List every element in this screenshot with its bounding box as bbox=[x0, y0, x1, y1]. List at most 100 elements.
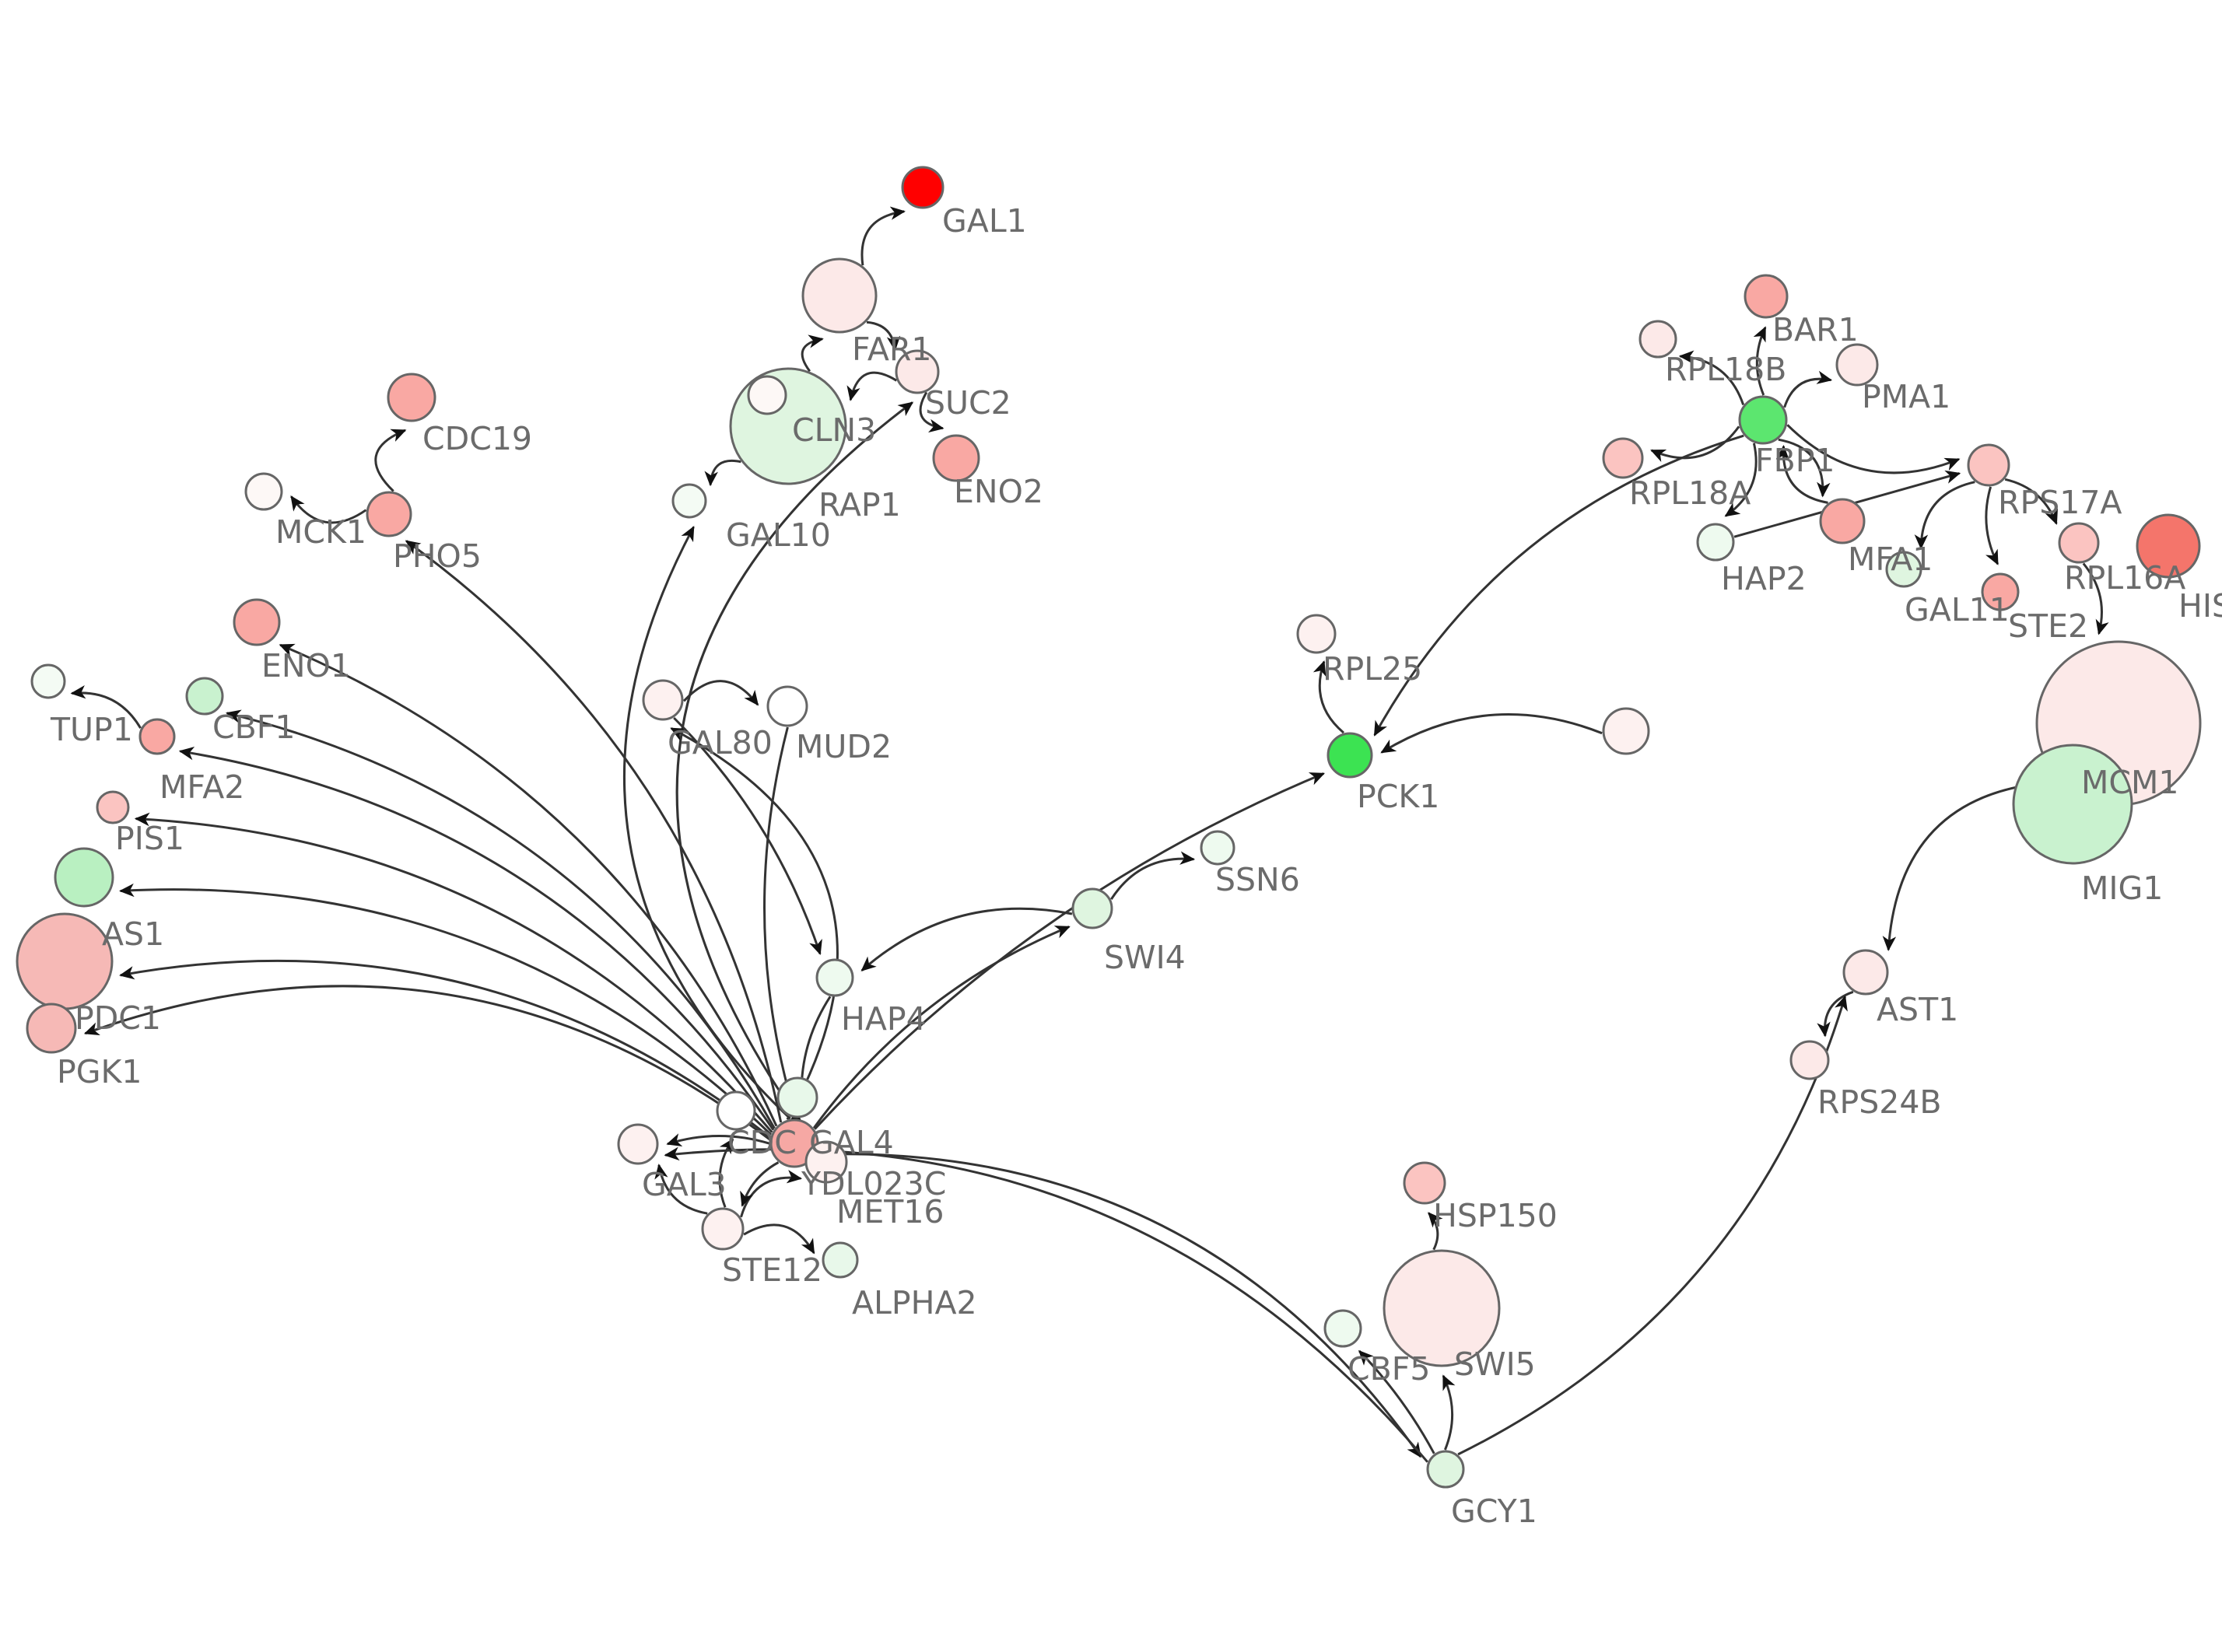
node-gal3[interactable] bbox=[617, 1123, 659, 1165]
node-rap1[interactable] bbox=[747, 375, 787, 415]
edge-cln3-to-gal10[interactable] bbox=[704, 460, 741, 487]
edge-cln3-to-far1[interactable] bbox=[801, 334, 824, 373]
edge-gal4-to-cbf1[interactable] bbox=[226, 709, 776, 1129]
edge-mid1-to-pck1[interactable] bbox=[1380, 713, 1603, 754]
edge-mfa2-to-tup1[interactable] bbox=[70, 685, 142, 729]
edge-far1-to-suc2[interactable] bbox=[866, 320, 901, 352]
edge-rps17a-to-rpl16a[interactable] bbox=[2004, 478, 2058, 525]
edge-fbp1-to-pck1[interactable] bbox=[1373, 434, 1744, 737]
node-pma1[interactable] bbox=[1835, 343, 1879, 387]
node-gal80[interactable] bbox=[642, 679, 684, 721]
edge-gal4-to-mfa2[interactable] bbox=[178, 747, 775, 1131]
node-gal11[interactable] bbox=[1885, 551, 1922, 588]
edge-gal4-to-pdc1[interactable] bbox=[119, 959, 771, 1139]
node-swi5[interactable] bbox=[1383, 1249, 1501, 1367]
edge-gal4-to-pho5[interactable] bbox=[405, 540, 783, 1123]
edge-fbp1-to-rpl18a[interactable] bbox=[1650, 425, 1740, 462]
edge-gal4-to-ste12[interactable] bbox=[740, 1161, 780, 1207]
node-rpl18b[interactable] bbox=[1638, 320, 1677, 359]
edge-ste12-to-alpha2[interactable] bbox=[743, 1223, 815, 1255]
node-pgk1[interactable] bbox=[26, 1003, 77, 1054]
edge-fbp1-to-rpl18b[interactable] bbox=[1678, 350, 1745, 405]
node-mig1[interactable] bbox=[2012, 744, 2133, 865]
edge-gal4-to-gal10[interactable] bbox=[622, 526, 791, 1120]
node-eno1[interactable] bbox=[233, 598, 281, 646]
node-cbf5[interactable] bbox=[1323, 1309, 1362, 1348]
edge-mfa1-to-fbp1[interactable] bbox=[1775, 445, 1828, 504]
node-hap2[interactable] bbox=[1696, 523, 1735, 562]
node-mck1[interactable] bbox=[244, 472, 283, 511]
edge-fbp1-to-hap2[interactable] bbox=[1724, 443, 1758, 517]
node-pdc1[interactable] bbox=[16, 912, 114, 1010]
edge-gcy1-to-cbf5[interactable] bbox=[1358, 1349, 1435, 1454]
node-suc2[interactable] bbox=[895, 349, 940, 394]
edge-ste12-to-ydl023c[interactable] bbox=[740, 1170, 803, 1218]
node-mfa1[interactable] bbox=[1819, 498, 1866, 544]
node-hap4[interactable] bbox=[815, 958, 854, 997]
node-topn[interactable] bbox=[776, 1076, 818, 1118]
edge-suc2-to-cln3[interactable] bbox=[846, 371, 898, 401]
edge-gal4-to-pgk1[interactable] bbox=[83, 985, 771, 1141]
node-rpl16a[interactable] bbox=[2058, 522, 2100, 564]
edge-gal4-to-as1[interactable] bbox=[119, 883, 773, 1136]
edge-fbp1-to-pma1[interactable] bbox=[1783, 370, 1833, 408]
node-alpha2[interactable] bbox=[822, 1241, 859, 1279]
node-ssn6[interactable] bbox=[1200, 830, 1235, 866]
node-pis1[interactable] bbox=[96, 790, 130, 824]
node-cdc19[interactable] bbox=[387, 373, 436, 422]
edge-fbp1-to-bar1[interactable] bbox=[1753, 326, 1767, 396]
node-bar1[interactable] bbox=[1744, 274, 1789, 319]
edge-ste12-to-gal3[interactable] bbox=[654, 1164, 708, 1215]
node-hsp150[interactable] bbox=[1403, 1161, 1446, 1205]
edge-gal4-to-pis1[interactable] bbox=[134, 812, 773, 1133]
edge-rps17a-to-ste2[interactable] bbox=[1985, 486, 1999, 565]
edge-swi4-to-ssn6[interactable] bbox=[1110, 851, 1196, 901]
node-as1[interactable] bbox=[54, 847, 114, 908]
node-tup1[interactable] bbox=[30, 663, 66, 699]
node-gal10[interactable] bbox=[671, 483, 707, 519]
node-rps17a[interactable] bbox=[1967, 443, 2010, 487]
edge-gcy1-to-swi5[interactable] bbox=[1442, 1374, 1456, 1451]
node-mud2[interactable] bbox=[766, 685, 808, 727]
node-mfa2[interactable] bbox=[138, 718, 176, 755]
edge-fbp1-to-rps17a[interactable] bbox=[1786, 424, 1961, 474]
node-ast1[interactable] bbox=[1842, 949, 1889, 996]
edge-far1-to-gal1[interactable] bbox=[860, 206, 906, 266]
node-his4[interactable] bbox=[2136, 513, 2201, 579]
node-pck1[interactable] bbox=[1327, 732, 1373, 779]
node-far1[interactable] bbox=[801, 257, 878, 334]
node-cbf1[interactable] bbox=[185, 677, 224, 716]
edge-gal4-to-pck1[interactable] bbox=[814, 772, 1326, 1130]
edge-ast1-to-rps24b[interactable] bbox=[1817, 990, 1854, 1038]
edge-rpl16a-to-mcm1[interactable] bbox=[2082, 562, 2109, 635]
node-gcy1[interactable] bbox=[1426, 1450, 1465, 1489]
edge-gal4-to-eno1[interactable] bbox=[279, 643, 778, 1127]
edge-swi5-to-hsp150[interactable] bbox=[1428, 1212, 1443, 1251]
edge-gal4-to-gcy1[interactable] bbox=[816, 1153, 1422, 1458]
node-fbp1[interactable] bbox=[1738, 395, 1788, 445]
node-mid1[interactable] bbox=[1602, 707, 1650, 755]
node-eno2[interactable] bbox=[932, 434, 980, 482]
node-rps24b[interactable] bbox=[1789, 1040, 1830, 1080]
edge-fbp1-to-mfa1[interactable] bbox=[1778, 438, 1831, 498]
edge-gal4-to-swi4[interactable] bbox=[812, 926, 1071, 1129]
node-ste2[interactable] bbox=[1981, 572, 2020, 611]
node-pho5[interactable] bbox=[366, 491, 412, 537]
edge-gal4-to-gal3[interactable] bbox=[666, 1133, 770, 1146]
node-cdc[interactable] bbox=[716, 1090, 756, 1131]
edge-rps17a-to-gal11[interactable] bbox=[1914, 481, 1975, 550]
edge-pho5-to-cdc19[interactable] bbox=[374, 429, 407, 492]
edge-gcy1-to-gal3[interactable] bbox=[664, 1146, 1428, 1463]
edge-gal80-to-hap4[interactable] bbox=[673, 716, 822, 956]
edge-pck1-to-rpl25[interactable] bbox=[1313, 660, 1344, 734]
node-swi4[interactable] bbox=[1071, 887, 1113, 929]
node-ste12[interactable] bbox=[701, 1207, 745, 1251]
edge-pho5-to-mck1[interactable] bbox=[290, 495, 367, 524]
edge-swi4-to-hap4[interactable] bbox=[860, 907, 1073, 971]
node-rpl18a[interactable] bbox=[1602, 437, 1644, 479]
edge-gal80-to-mud2[interactable] bbox=[682, 680, 759, 706]
edge-ste12-to-cdc[interactable] bbox=[718, 1138, 734, 1208]
node-gal1[interactable] bbox=[901, 166, 945, 209]
edge-gcy1-to-ast1[interactable] bbox=[1457, 995, 1848, 1456]
edge-suc2-to-eno2[interactable] bbox=[919, 391, 945, 433]
